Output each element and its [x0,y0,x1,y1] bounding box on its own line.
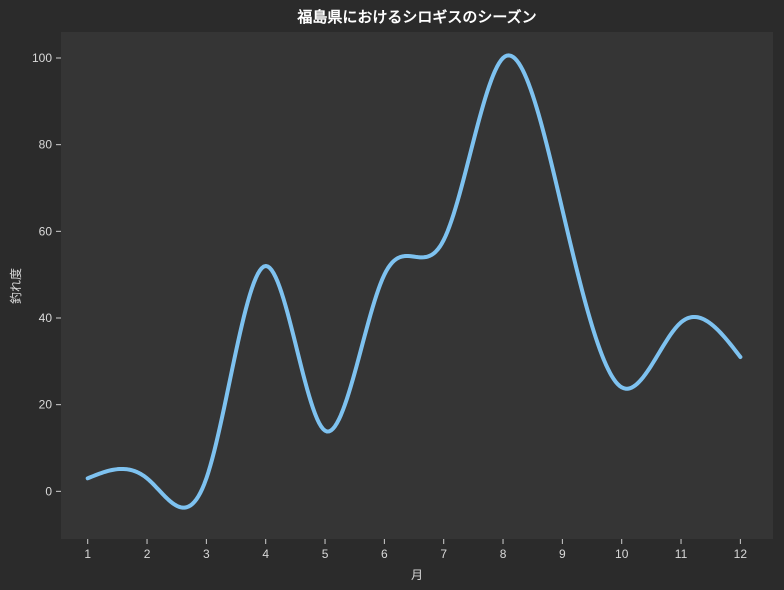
series-line [85,53,743,510]
x-tick-label: 3 [203,547,210,561]
x-tick-label: 5 [322,547,329,561]
y-axis-label: 釣れ度 [8,268,23,304]
x-tick-label: 6 [381,547,388,561]
x-tick-label: 11 [675,547,688,561]
x-tick-label: 2 [144,547,151,561]
y-tick-label: 60 [39,224,53,238]
x-tick-label: 4 [262,547,269,561]
x-tick-label: 9 [559,547,566,561]
y-axis-ticks: 0 20 40 60 80 100 [32,51,61,498]
x-tick-label: 8 [500,547,507,561]
x-tick-label: 1 [84,547,91,561]
chart-title: 福島県におけるシロギスのシーズン [296,8,536,26]
y-tick-label: 0 [45,484,52,498]
x-axis-ticks: 1 2 3 4 5 6 7 8 9 10 11 12 [84,539,747,561]
x-tick-label: 7 [440,547,447,561]
x-axis-label: 月 [411,568,423,582]
y-tick-label: 20 [39,398,53,412]
y-tick-label: 40 [39,311,53,325]
plot-area [61,32,773,539]
x-tick-label: 10 [615,547,629,561]
y-tick-label: 80 [39,138,53,152]
x-tick-label: 12 [734,547,748,561]
y-tick-label: 100 [32,51,52,65]
